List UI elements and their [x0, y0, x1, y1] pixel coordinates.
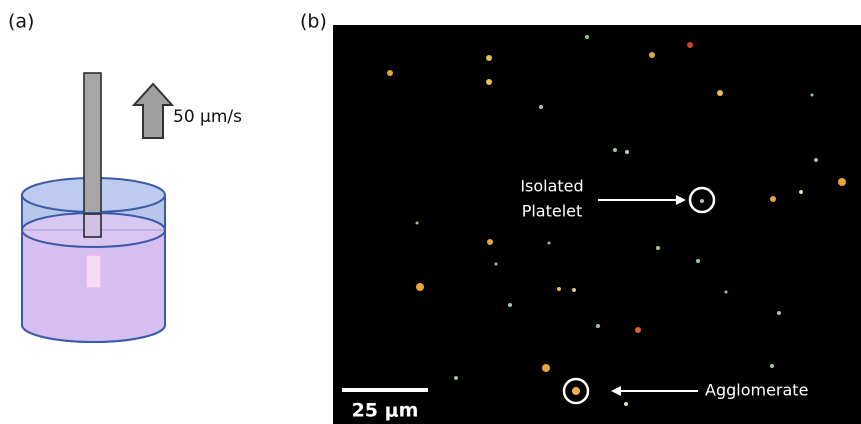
particle — [495, 263, 498, 266]
particle — [687, 42, 693, 48]
page: (a) 50 μm/s (b) Isolated Platelet Agglom… — [0, 0, 861, 424]
panel-label: (b) — [300, 11, 327, 33]
scale-label: 25 μm — [352, 400, 419, 422]
particle — [542, 364, 550, 372]
panel-label: (a) — [8, 11, 34, 33]
particle — [487, 239, 493, 245]
particle — [635, 327, 641, 333]
particle — [770, 196, 776, 202]
annotation: Platelet — [522, 202, 583, 221]
particle — [539, 105, 543, 109]
micrograph — [333, 25, 861, 424]
particle — [548, 242, 551, 245]
particle — [725, 291, 728, 294]
particle — [416, 283, 424, 291]
particle — [700, 199, 704, 203]
particle — [613, 148, 617, 152]
particle — [557, 287, 561, 291]
particle — [486, 55, 492, 61]
particle — [508, 303, 512, 307]
particle — [572, 288, 576, 292]
particle — [585, 35, 589, 39]
particle — [696, 259, 700, 263]
particle — [770, 364, 774, 368]
particle — [624, 402, 628, 406]
particle — [838, 178, 846, 186]
particle — [625, 150, 629, 154]
particle — [454, 376, 458, 380]
particle — [656, 246, 660, 250]
particle — [596, 324, 600, 328]
particle — [416, 222, 419, 225]
particle — [387, 70, 393, 76]
particle — [717, 90, 723, 96]
figure: (a) 50 μm/s (b) Isolated Platelet Agglom… — [0, 0, 861, 424]
annotation: Agglomerate — [705, 381, 808, 400]
speed-label: 50 μm/s — [173, 107, 242, 127]
particle — [486, 79, 492, 85]
particle — [811, 94, 814, 97]
up-arrow — [134, 84, 172, 138]
particle — [814, 158, 818, 162]
particle — [777, 311, 781, 315]
particle — [799, 190, 803, 194]
annotation: Isolated — [520, 177, 583, 196]
particle — [572, 387, 580, 395]
particle — [649, 52, 655, 58]
